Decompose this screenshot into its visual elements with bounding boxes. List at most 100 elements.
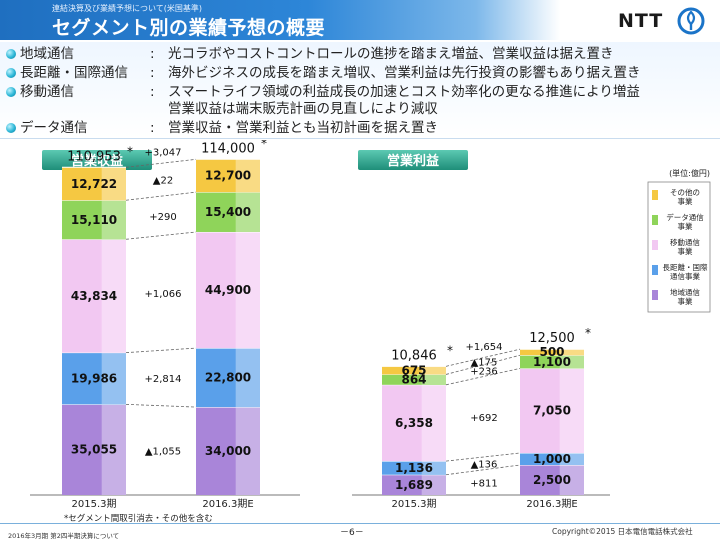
connector-line [125,231,197,240]
bar-highlight-data [101,200,126,240]
bar-value-label: 35,055 [71,443,117,457]
footnote: *セグメント間取引消去・その他を含む [64,514,213,524]
change-label: +692 [470,413,497,424]
total-value-label: 10,846 [391,348,437,363]
bar-value-label: 44,900 [205,283,251,297]
bar-highlight-regional [235,407,260,495]
header-band [0,0,560,40]
connector-line [445,464,521,476]
ntt-logo: NTT [618,6,708,36]
category-label: 2016.3期E [202,498,253,510]
bar-value-label: 675 [401,363,426,377]
bar-value-label: 15,110 [71,213,117,227]
legend-label: 移動通信 [670,237,700,247]
connector-line [125,347,197,354]
bullet-dot-icon [6,123,16,133]
logo-text: NTT [618,10,664,32]
ntt-logo-mark-icon [677,7,705,35]
segment-summary: 地域通信 : 光コラボやコストコントロールの進捗を踏まえ増益、営業収益は据え置き… [0,42,720,139]
bar-value-label: 1,100 [533,355,571,369]
total-asterisk: * [127,144,133,158]
bar-highlight-longdist [421,461,446,475]
change-label: +2,814 [144,374,181,385]
bar-segment-data [382,374,446,385]
bar-value-label: 500 [539,345,564,359]
change-label: ▲175 [471,357,498,368]
legend-swatch [652,240,658,250]
bar-highlight-mobile [235,231,260,349]
total-value-label: 110,953 [67,149,121,164]
bullet-text: 営業収益は端末販売計画の見直しにより減収 [168,101,438,117]
change-label: ▲136 [471,459,498,470]
bullet-dot-icon [6,49,16,59]
legend-label: 長距離・国際 [663,262,708,272]
bullet-text: 海外ビジネスの成長を踏まえ増収、営業利益は先行投資の影響もあり据え置き [168,65,641,81]
connector-line [125,158,197,168]
bullet-dot-icon [6,68,16,78]
bar-value-label: 12,722 [71,177,117,191]
category-label: 2016.3期E [526,498,577,510]
bullet-text: 光コラボやコストコントロールの進捗を踏まえ増益、営業収益は据え置き [168,46,614,62]
bullet-colon: : [150,46,155,62]
change-label: +236 [470,367,497,378]
bar-value-label: 22,800 [205,371,251,385]
total-asterisk: * [447,343,453,357]
bar-value-label: 1,136 [395,461,433,475]
connector-line [445,452,521,462]
bar-highlight-mobile [101,239,126,353]
total-asterisk: * [585,326,591,340]
bar-segment-other [382,366,446,375]
unit-label: (単位:億円) [669,168,710,178]
total-value-label: 114,000 [201,141,255,156]
total-change-label: +1,654 [465,342,502,353]
change-label: +811 [470,478,497,489]
connector-line [125,191,197,201]
footer-document-title: 2016年3月期 第2四半期決算について [8,532,120,540]
bar-highlight-other [101,167,126,201]
legend-swatch [652,290,658,300]
legend-swatch [652,215,658,225]
footer-divider [0,523,720,524]
legend-label: 事業 [678,296,693,306]
bar-value-label: 7,050 [533,404,571,418]
bar-value-label: 1,000 [533,452,571,466]
change-label: +1,066 [144,289,181,300]
total-value-label: 12,500 [529,331,575,346]
slide-header: 連結決算及び業績予想について(米国基準) セグメント別の業績予想の概要 NTT [0,0,720,40]
bar-highlight-regional [101,404,126,495]
bar-highlight-data [235,192,260,232]
total-asterisk: * [261,140,267,150]
bullet-category: 長距離・国際通信 [20,65,128,81]
bar-value-label: 6,358 [395,416,433,430]
category-label: 2015.3期 [392,498,437,510]
legend-label: 通信事業 [670,271,700,281]
bullet-dot-icon [6,87,16,97]
legend-label: 地域通信 [670,287,700,297]
header-subtitle: 連結決算及び業績予想について(米国基準) [52,4,203,13]
legend-label: 事業 [678,221,693,231]
bullet-category: 移動通信 [20,84,74,100]
legend-label: その他の [670,187,700,197]
bullet-colon: : [150,84,155,100]
bar-highlight-data [421,374,446,385]
bar-value-label: 12,700 [205,169,251,183]
bar-value-label: 2,500 [533,473,571,487]
bar-highlight-other [235,159,260,193]
bullet-category: データ通信 [20,120,88,136]
bar-highlight-other [559,349,584,356]
legend-box [647,181,711,313]
chart-title-badge [358,150,468,170]
page-number: －6－ [340,528,364,538]
bar-value-label: 43,834 [71,289,117,303]
bar-value-label: 864 [401,373,426,387]
chart-title: 営業収益 [71,153,123,169]
change-label: ▲1,055 [145,446,181,457]
bar-value-label: 34,000 [205,444,251,458]
chart-title-badge [42,150,152,170]
bullet-text: 営業収益・営業利益とも当初計画を据え置き [168,120,438,136]
total-change-label: +3,047 [144,147,181,158]
bullet-colon: : [150,65,155,81]
segment-charts: 営業収益 35,055 19,986 43,834 15,110 12,722 2015.3… [30,140,711,510]
bar-highlight-other [421,366,446,375]
bullet-text: スマートライフ領域の利益成長の加速とコスト効率化の更なる推進により増益 [168,84,640,100]
